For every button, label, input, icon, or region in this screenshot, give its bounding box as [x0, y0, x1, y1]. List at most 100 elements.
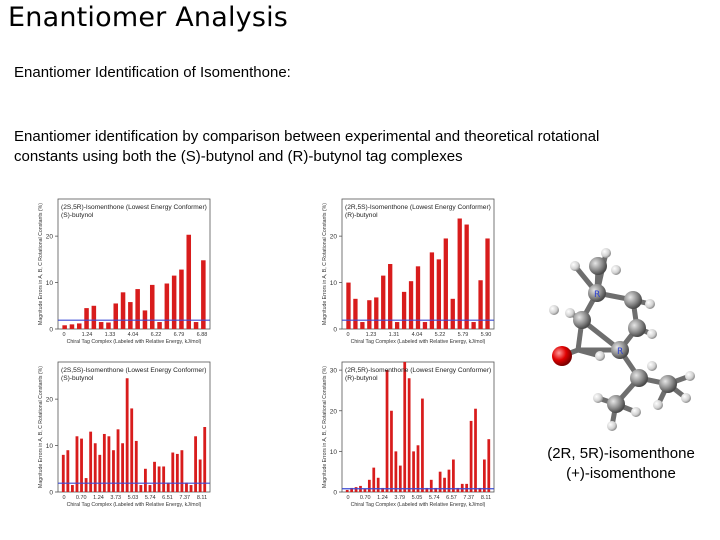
- bar: [149, 284, 155, 329]
- bar: [403, 362, 407, 492]
- bar: [415, 266, 421, 329]
- x-tick-label: 0: [346, 495, 349, 501]
- bar: [164, 283, 170, 329]
- y-tick-label: 0: [333, 490, 337, 497]
- bar: [171, 452, 175, 492]
- ball-and-stick-model: R R: [549, 248, 695, 431]
- chart-2r5r-r-butynol: 0 10 20 30 0 0.70 1.24 3.79 5.05 5.74 6.57 7.37 8.11…: [316, 358, 502, 508]
- legend-line: (S)-butynol: [61, 212, 94, 219]
- bar: [69, 324, 75, 329]
- bar: [61, 454, 65, 492]
- x-tick-label: 5.03: [128, 495, 139, 501]
- y-tick-label: 20: [330, 408, 338, 415]
- y-tick-label: 20: [46, 234, 54, 241]
- y-tick-label: 0: [49, 490, 53, 497]
- bar: [374, 297, 379, 329]
- bar: [186, 234, 192, 329]
- bar: [93, 443, 97, 492]
- x-tick-label: 6.57: [446, 495, 457, 501]
- bar: [429, 252, 435, 329]
- bar: [465, 483, 469, 492]
- bar: [179, 269, 184, 329]
- bar: [450, 298, 455, 329]
- bar: [376, 477, 380, 492]
- carbon-atoms: [573, 257, 677, 413]
- bar: [390, 410, 393, 492]
- legend-line: (2S,5R)-Isomenthone (Lowest Energy Confo…: [61, 204, 207, 211]
- x-tick-label: 4.04: [128, 332, 139, 338]
- bar: [353, 298, 358, 329]
- bar: [464, 224, 469, 329]
- bar: [345, 489, 349, 492]
- bar: [388, 264, 393, 329]
- bar: [425, 487, 429, 492]
- bar-chart-svg: 0 10 20 30 0 0.70 1.24 3.79 5.05 5.74 6.57 7.37 8.11…: [322, 361, 495, 508]
- bar: [201, 260, 206, 329]
- y-tick-label: 0: [333, 327, 337, 334]
- bar: [422, 322, 428, 329]
- bar: [70, 485, 74, 492]
- bar: [469, 420, 473, 492]
- bar: [84, 478, 88, 492]
- bar: [443, 238, 448, 329]
- bar: [162, 466, 166, 492]
- x-tick-label: 0: [62, 332, 65, 338]
- bar: [193, 322, 199, 329]
- x-tick-label: 6.88: [197, 332, 208, 338]
- y-tick-label: 0: [49, 327, 53, 334]
- bar: [113, 303, 119, 329]
- x-tick-label: 5.22: [435, 332, 446, 338]
- bar: [189, 485, 193, 492]
- bar: [107, 436, 111, 492]
- y-axis-label: Magnitude Errors in A, B, C Rotational C…: [38, 203, 44, 325]
- bar: [203, 427, 207, 492]
- bar: [471, 322, 476, 329]
- bar: [367, 300, 372, 329]
- stereocenter-label: R: [594, 290, 600, 300]
- bar: [175, 453, 179, 492]
- x-tick-label: 5.74: [429, 495, 440, 501]
- bar: [416, 445, 420, 492]
- description-line: constants using both the (S)-butynol and…: [14, 148, 463, 165]
- x-tick-label: 7.37: [179, 495, 190, 501]
- x-tick-label: 8.11: [197, 495, 207, 501]
- bar: [452, 459, 455, 492]
- bar: [112, 450, 115, 492]
- bar: [474, 408, 477, 492]
- x-tick-label: 1.31: [389, 332, 400, 338]
- x-tick-label: 1.23: [366, 332, 377, 338]
- bar: [346, 282, 351, 329]
- y-axis-label: Magnitude Errors in A, B, C Rotational C…: [322, 366, 328, 488]
- x-tick-label: 3.73: [110, 495, 121, 501]
- bar: [372, 467, 376, 492]
- bar: [148, 485, 152, 492]
- plot-frame: [57, 198, 211, 330]
- slide-title: Enantiomer Analysis: [8, 2, 289, 33]
- bar: [185, 482, 188, 492]
- x-tick-label: 1.24: [377, 495, 388, 501]
- bar: [89, 431, 93, 492]
- x-tick-label: 5.90: [481, 332, 492, 338]
- bar: [75, 436, 79, 492]
- bar: [135, 289, 140, 329]
- bar: [421, 398, 424, 492]
- bar: [434, 487, 438, 492]
- bar: [385, 370, 389, 492]
- bar: [443, 477, 446, 492]
- oxygen-atom: [552, 346, 572, 366]
- bonds: [559, 250, 693, 429]
- bar: [143, 468, 147, 492]
- bar: [482, 459, 486, 492]
- chart-2s5s-s-butynol: 0 10 20 0 0.70 1.24 3.73 5.03 5.74 6.51 7.37 8.11 Ch…: [32, 358, 218, 508]
- bar: [436, 259, 442, 329]
- y-tick-label: 10: [330, 280, 338, 287]
- bar: [166, 482, 170, 492]
- bar: [398, 465, 402, 492]
- y-tick-label: 20: [46, 397, 54, 404]
- isomenthone-molecule-model: R R: [540, 238, 700, 438]
- bar: [121, 443, 125, 492]
- description: Enantiomer identification by comparison …: [14, 127, 694, 167]
- y-tick-label: 10: [46, 280, 54, 287]
- bar: [394, 451, 398, 492]
